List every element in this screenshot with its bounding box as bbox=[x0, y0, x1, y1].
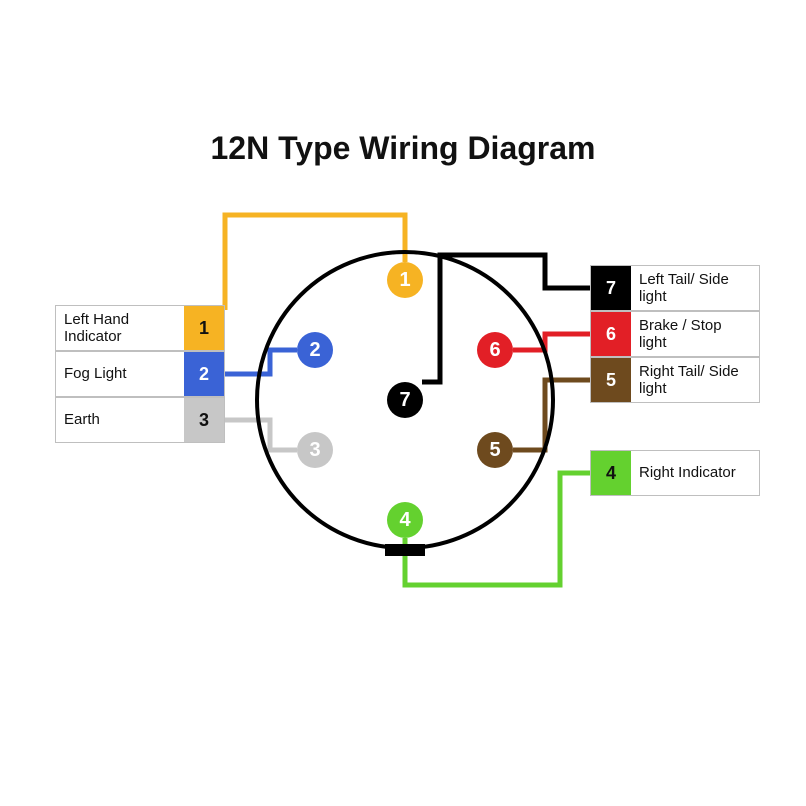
diagram-title: 12N Type Wiring Diagram bbox=[0, 130, 806, 167]
right-label-5: 5Right Tail/ Side light bbox=[590, 357, 760, 403]
left-label-1: Left Hand Indicator1 bbox=[55, 305, 225, 351]
left-label-2: Fog Light2 bbox=[55, 351, 225, 397]
right-label-text-7: Left Tail/ Side light bbox=[631, 266, 759, 310]
pin-2: 2 bbox=[297, 332, 333, 368]
pin-5: 5 bbox=[477, 432, 513, 468]
connector-notch bbox=[385, 544, 425, 556]
left-label-num-2: 2 bbox=[184, 352, 224, 396]
left-label-3: Earth3 bbox=[55, 397, 225, 443]
right-label-text-5: Right Tail/ Side light bbox=[631, 358, 759, 402]
right-label-num-5: 5 bbox=[591, 358, 631, 402]
right-label-6: 6Brake / Stop light bbox=[590, 311, 760, 357]
right-label-num-4: 4 bbox=[591, 451, 631, 495]
pin-1: 1 bbox=[387, 262, 423, 298]
right-label-num-7: 7 bbox=[591, 266, 631, 310]
left-label-text-2: Fog Light bbox=[56, 352, 184, 396]
pin-7: 7 bbox=[387, 382, 423, 418]
left-label-text-3: Earth bbox=[56, 398, 184, 442]
right-label-text-6: Brake / Stop light bbox=[631, 312, 759, 356]
right-label-7: 7Left Tail/ Side light bbox=[590, 265, 760, 311]
pin-4: 4 bbox=[387, 502, 423, 538]
pin-3: 3 bbox=[297, 432, 333, 468]
wiring-diagram: 12N Type Wiring Diagram 1234567 Left Han… bbox=[0, 0, 806, 806]
left-label-text-1: Left Hand Indicator bbox=[56, 306, 184, 350]
pin-6: 6 bbox=[477, 332, 513, 368]
right-label-num-6: 6 bbox=[591, 312, 631, 356]
right-label-4: 4Right Indicator bbox=[590, 450, 760, 496]
right-label-text-4: Right Indicator bbox=[631, 451, 759, 495]
left-label-num-3: 3 bbox=[184, 398, 224, 442]
left-label-num-1: 1 bbox=[184, 306, 224, 350]
